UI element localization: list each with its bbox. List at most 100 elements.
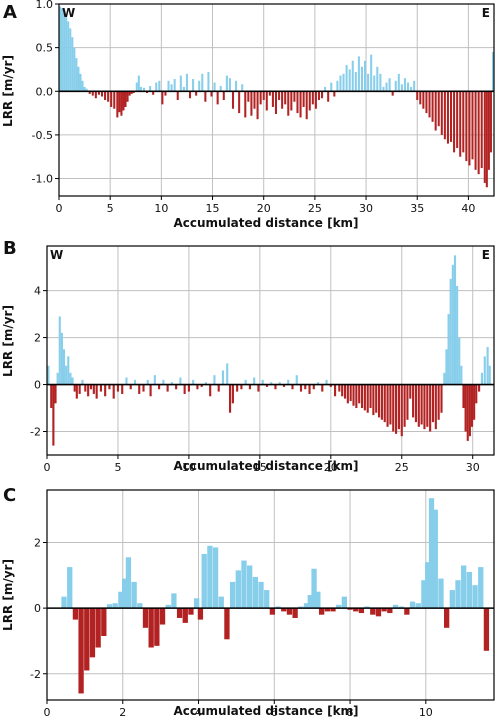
bar-a — [434, 91, 437, 131]
bar-b — [200, 384, 203, 387]
bar-a — [351, 60, 354, 92]
bar-c — [483, 608, 490, 651]
panel-b: B LRR [m/yr] Accumulated distance [km] 0… — [1, 238, 495, 474]
bar-a — [113, 91, 116, 109]
bar-b — [470, 384, 474, 427]
bar-c — [125, 557, 132, 609]
bar-b — [343, 384, 347, 399]
bar-b — [89, 384, 93, 390]
x-tick-label-b: 10 — [182, 461, 196, 474]
bar-c — [165, 604, 171, 609]
bar-a — [100, 91, 104, 97]
bar-a — [182, 86, 185, 92]
bar-b — [138, 384, 141, 394]
bar-a — [195, 91, 198, 96]
bar-b — [221, 370, 225, 385]
bar-b — [62, 349, 66, 385]
bar-a — [305, 91, 308, 120]
bar-b — [95, 384, 98, 399]
bar-a — [370, 54, 373, 92]
y-tick-label-c: -2 — [30, 668, 41, 681]
bar-a — [85, 88, 88, 92]
bar-c — [269, 608, 276, 615]
bar-b — [78, 384, 81, 394]
panel-c: C LRR [m/yr] Accumulated distance [km] 0… — [1, 485, 495, 719]
bar-c — [392, 604, 399, 609]
bar-a — [107, 91, 110, 102]
bar-b — [400, 384, 403, 437]
bar-b — [338, 384, 341, 392]
bar-b — [372, 384, 375, 416]
bar-b — [270, 382, 273, 385]
bar-c — [461, 565, 467, 609]
bar-a — [302, 91, 305, 107]
bar-a — [120, 91, 123, 116]
bar-a — [437, 91, 440, 127]
bar-c — [252, 576, 258, 609]
bar-c — [95, 608, 101, 648]
bar-b — [403, 384, 406, 427]
bar-a — [179, 75, 182, 92]
bar-a — [446, 91, 449, 144]
bar-c — [432, 509, 438, 609]
bar-b — [352, 384, 355, 406]
bar-b — [434, 384, 437, 430]
bar-b — [355, 384, 358, 409]
bar-c — [218, 596, 224, 609]
bar-a — [278, 91, 281, 100]
bar-b — [129, 384, 132, 390]
bar-b — [483, 356, 486, 385]
bar-b — [447, 314, 450, 385]
bar-c — [176, 608, 183, 618]
bar-a — [173, 79, 176, 92]
bar-b — [360, 384, 364, 409]
bar-b — [488, 365, 491, 385]
bar-b — [478, 384, 481, 392]
bar-a — [63, 12, 66, 92]
bar-a — [69, 28, 72, 92]
bar-a — [116, 91, 119, 118]
bar-b — [480, 372, 483, 385]
bar-b — [473, 384, 476, 420]
bar-a — [83, 86, 86, 92]
bar-a — [244, 91, 247, 118]
bar-a — [453, 91, 456, 153]
bar-b — [429, 384, 432, 432]
bar-b — [308, 384, 311, 394]
bar-b — [265, 384, 269, 387]
bar-a — [485, 91, 488, 188]
bar-b — [409, 384, 412, 399]
x-axis-title-b: Accumulated distance [km] — [173, 459, 358, 473]
bar-a — [491, 52, 494, 92]
bar-a — [250, 91, 253, 116]
bar-a — [410, 86, 413, 92]
bar-a — [231, 91, 235, 109]
bar-a — [487, 91, 490, 170]
bar-b — [47, 365, 50, 385]
bar-b — [443, 372, 446, 385]
x-tick-label-a: 20 — [257, 202, 271, 215]
bar-c — [298, 606, 304, 609]
bar-a — [403, 78, 406, 92]
bar-a — [308, 91, 311, 111]
bar-c — [318, 608, 325, 615]
bar-b — [458, 337, 461, 385]
bar-b — [92, 384, 95, 394]
bar-a — [388, 78, 391, 92]
bar-a — [477, 91, 480, 175]
bar-a — [164, 91, 167, 96]
bar-b — [460, 365, 463, 385]
bar-c — [67, 567, 73, 609]
bar-a — [471, 91, 474, 160]
bar-c — [466, 572, 473, 609]
bar-a — [201, 73, 204, 92]
bar-a — [124, 91, 127, 107]
bar-a — [330, 82, 333, 92]
bar-b — [158, 384, 161, 390]
x-tick-label-a: 10 — [154, 202, 168, 215]
bar-c — [193, 598, 200, 609]
bar-a — [407, 82, 410, 92]
bar-a — [216, 91, 219, 105]
bar-c — [258, 581, 264, 609]
